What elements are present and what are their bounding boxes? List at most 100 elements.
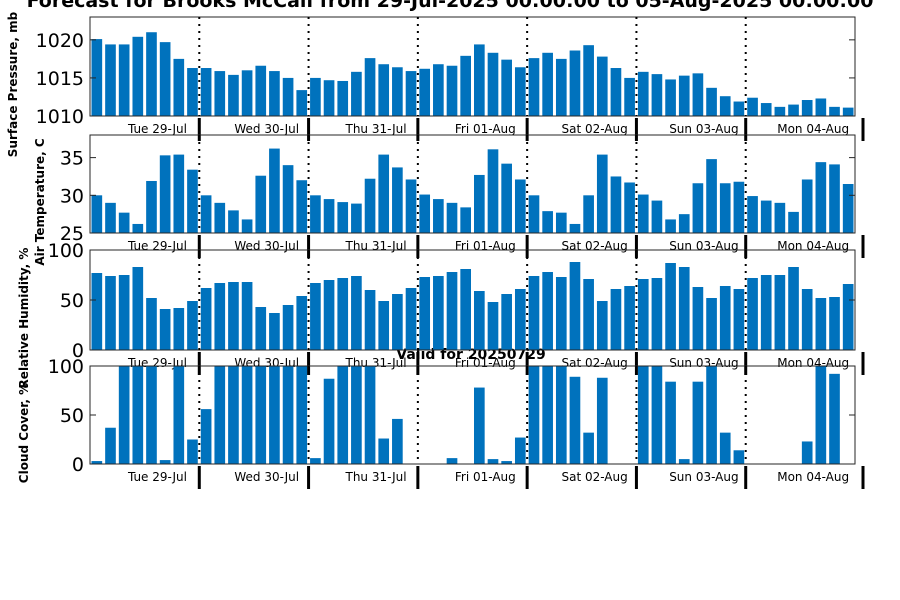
bar xyxy=(460,207,471,233)
day-label: Mon 04-Aug xyxy=(777,356,849,370)
day-label: Tue 29-Jul xyxy=(127,470,187,484)
bar xyxy=(788,211,799,233)
chart-panel-1: 1010 1015 1020 Tue 29-Jul Wed 30-Jul Thu 31-J… xyxy=(6,11,865,157)
bar xyxy=(187,169,198,233)
bar xyxy=(514,179,526,233)
bar xyxy=(146,298,157,350)
bar xyxy=(105,427,116,464)
bar xyxy=(829,106,840,116)
bar xyxy=(187,301,198,350)
bar xyxy=(337,202,349,233)
bar xyxy=(269,148,280,233)
bar xyxy=(651,74,663,116)
bar xyxy=(118,275,130,350)
bar xyxy=(214,283,226,350)
bar xyxy=(501,294,512,350)
bar xyxy=(433,276,444,350)
bar xyxy=(159,460,171,464)
bar xyxy=(118,44,130,116)
bar xyxy=(487,302,499,350)
bar xyxy=(624,286,635,350)
bar xyxy=(842,107,854,116)
bar xyxy=(583,432,594,464)
bar xyxy=(774,106,786,116)
bar xyxy=(678,459,690,464)
bar xyxy=(91,273,103,350)
bar xyxy=(118,212,130,233)
day-label: Sun 03-Aug xyxy=(669,356,738,370)
y-axis-label: Relative Humidity, % xyxy=(17,248,31,389)
bar xyxy=(706,298,717,350)
bar xyxy=(774,202,786,233)
bar xyxy=(692,183,704,233)
bar xyxy=(310,77,321,116)
bar xyxy=(310,195,321,233)
bar xyxy=(706,366,717,464)
bar xyxy=(187,439,198,464)
day-label: Wed 30-Jul xyxy=(234,122,299,136)
bar xyxy=(569,262,581,350)
bar xyxy=(692,73,704,116)
bar xyxy=(282,165,294,233)
chart-panel-2: 25 30 35 Tue 29-Jul Wed 30-Jul Thu 31-Jul Fri … xyxy=(33,134,865,266)
bar xyxy=(282,305,294,350)
ytick-label: 100 xyxy=(48,356,84,378)
bar xyxy=(637,366,649,464)
day-label: Thu 31-Jul xyxy=(344,239,406,253)
ytick-label: 0 xyxy=(72,340,84,362)
bar xyxy=(788,267,799,350)
bar xyxy=(228,74,239,116)
bar xyxy=(501,461,512,464)
bar xyxy=(760,200,772,233)
bar xyxy=(323,199,335,233)
bar xyxy=(173,308,185,350)
bar xyxy=(555,212,567,233)
bar xyxy=(269,313,280,350)
bar xyxy=(378,301,390,350)
plot-frame xyxy=(89,134,856,234)
bar xyxy=(528,195,540,233)
bar xyxy=(337,278,349,350)
day-label: Tue 29-Jul xyxy=(127,122,187,136)
ytick-label: 50 xyxy=(60,405,84,427)
bar xyxy=(378,438,390,464)
bar xyxy=(296,90,308,116)
bar xyxy=(132,366,144,464)
bar xyxy=(474,291,485,350)
day-label: Thu 31-Jul xyxy=(344,470,406,484)
bar xyxy=(583,45,594,116)
bar xyxy=(610,176,622,233)
bar xyxy=(829,373,840,464)
bar xyxy=(842,184,854,233)
bar xyxy=(624,77,635,116)
bar xyxy=(665,79,676,116)
bar xyxy=(528,276,540,350)
bar xyxy=(514,289,526,350)
bar xyxy=(460,55,471,116)
ytick-label: 1020 xyxy=(36,30,84,52)
bar xyxy=(91,39,103,116)
bar xyxy=(514,67,526,116)
bar xyxy=(241,282,253,350)
bar xyxy=(214,202,226,233)
bar xyxy=(815,162,827,233)
bar xyxy=(351,366,362,464)
bar xyxy=(719,432,731,464)
bar xyxy=(446,272,458,350)
bar xyxy=(569,50,581,117)
bar xyxy=(829,164,840,233)
bar xyxy=(351,71,362,116)
bar xyxy=(419,277,431,350)
bar xyxy=(596,56,608,116)
bar xyxy=(678,214,690,233)
bar xyxy=(774,275,786,350)
bar xyxy=(228,366,239,464)
plot-frame xyxy=(89,16,856,117)
bar xyxy=(282,366,294,464)
bar xyxy=(405,71,417,116)
ytick-label: 25 xyxy=(60,223,84,245)
ytick-label: 35 xyxy=(60,148,84,170)
bar xyxy=(665,263,676,350)
day-label: Sat 02-Aug xyxy=(561,122,627,136)
ytick-label: 100 xyxy=(48,240,84,262)
